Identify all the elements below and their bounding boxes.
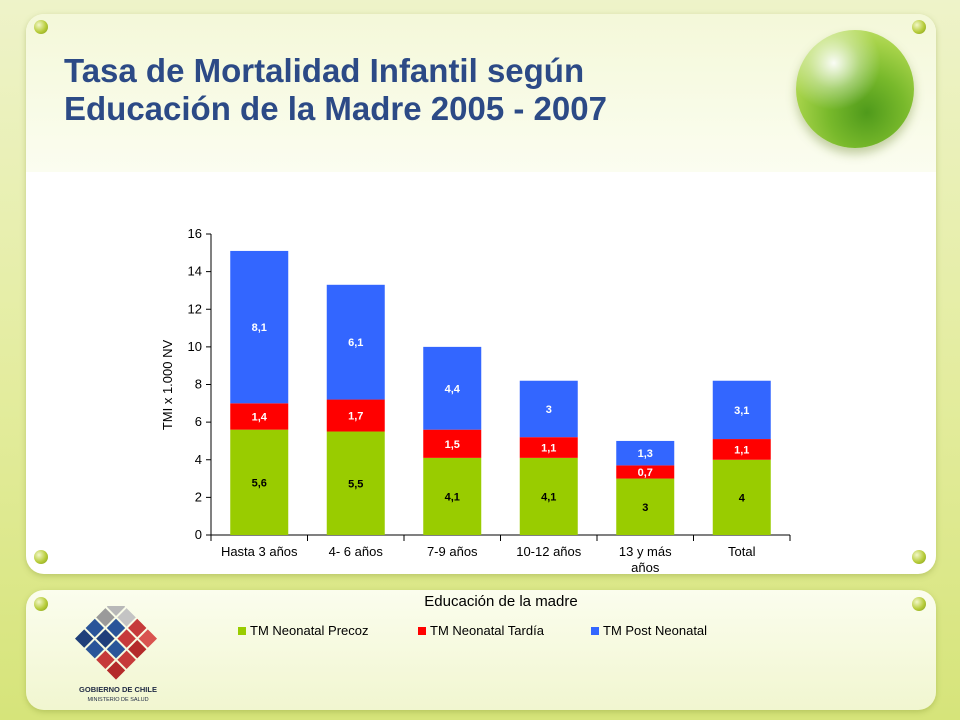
bar-segment — [326, 431, 385, 535]
legend-label: TM Neonatal Tardía — [430, 623, 545, 638]
corner-dot-icon — [912, 550, 926, 564]
bar-segment — [423, 429, 482, 458]
x-tick-label: Total — [728, 544, 756, 559]
bar-value-label: 4,1 — [541, 491, 556, 503]
bar-value-label: 3 — [642, 502, 648, 514]
bar-segment — [712, 459, 771, 535]
bar-value-label: 1,4 — [252, 411, 268, 423]
gobierno-de-chile-logo: GOBIERNO DE CHILE MINISTERIO DE SALUD — [74, 606, 158, 703]
y-tick-label: 6 — [195, 414, 202, 429]
x-tick-label: años — [631, 560, 660, 575]
legend: TM Neonatal Precoz TM Neonatal Tardía TM P… — [238, 623, 707, 638]
plot-area: 0 2 4 6 8 10 12 14 16 5,6 1,4 8,1 Hasta 3 años 5,5 1,7… — [188, 226, 791, 575]
corner-dot-icon — [912, 20, 926, 34]
y-axis-label: TMI x 1.000 NV — [160, 340, 175, 431]
logo-line2: MINISTERIO DE SALUD — [87, 697, 148, 703]
bar-segment — [423, 457, 482, 535]
corner-dot-icon — [34, 550, 48, 564]
slide-title-line2: Educación de la Madre 2005 - 2007 — [64, 90, 607, 127]
bar-value-label: 0,7 — [638, 467, 653, 479]
bar-value-label: 1,1 — [734, 444, 749, 456]
legend-swatch — [418, 627, 426, 635]
x-tick-label: 10-12 años — [516, 544, 582, 559]
y-tick-label: 4 — [195, 452, 202, 467]
bar-value-label: 1,5 — [445, 439, 460, 451]
title-band — [26, 14, 936, 172]
bar-segment — [230, 429, 289, 535]
bar-value-label: 1,7 — [348, 411, 363, 423]
y-tick-label: 0 — [195, 527, 202, 542]
y-tick-label: 12 — [188, 301, 202, 316]
bar-value-label: 3,1 — [734, 405, 749, 417]
y-tick-label: 8 — [195, 377, 202, 392]
bar-segment — [712, 439, 771, 460]
bar-segment — [519, 380, 578, 438]
bar-segment — [616, 465, 675, 479]
slide-title: Tasa de Mortalidad Infantil según Educac… — [64, 52, 784, 128]
bar-segment — [326, 399, 385, 432]
bar-segment — [519, 457, 578, 535]
bar-value-label: 6,1 — [348, 337, 363, 349]
corner-dot-icon — [34, 597, 48, 611]
x-tick-label: Hasta 3 años — [221, 544, 298, 559]
x-axis-label: Educación de la madre — [424, 593, 577, 610]
bar-segment — [712, 380, 771, 440]
x-tick-label: 13 y más — [619, 544, 672, 559]
y-tick-label: 10 — [188, 339, 202, 354]
bar-value-label: 4,1 — [445, 491, 460, 503]
slide-title-line1: Tasa de Mortalidad Infantil según — [64, 52, 585, 89]
y-tick-label: 14 — [188, 264, 202, 279]
bar-segment — [616, 478, 675, 535]
legend-label: TM Neonatal Precoz — [250, 623, 369, 638]
bar-value-label: 5,5 — [348, 478, 363, 490]
x-tick-label: 7-9 años — [427, 544, 478, 559]
bar-value-label: 8,1 — [252, 322, 267, 334]
bar-value-label: 1,1 — [541, 443, 556, 455]
bar-segment — [423, 346, 482, 430]
legend-swatch — [591, 627, 599, 635]
bar-segment — [230, 403, 289, 430]
footer-panel — [26, 590, 936, 710]
globe-icon — [796, 30, 914, 148]
logo-line1: GOBIERNO DE CHILE — [79, 685, 157, 694]
x-tick-label: 4- 6 años — [329, 544, 384, 559]
bar-value-label: 4,4 — [445, 383, 461, 395]
bar-segment — [230, 250, 289, 404]
corner-dot-icon — [34, 20, 48, 34]
y-tick-label: 2 — [195, 489, 202, 504]
bar-segment — [326, 284, 385, 400]
corner-dot-icon — [912, 597, 926, 611]
bar-value-label: 4 — [739, 492, 746, 504]
bar-value-label: 3 — [546, 404, 552, 416]
y-tick-label: 16 — [188, 226, 202, 241]
legend-swatch — [238, 627, 246, 635]
bar-value-label: 5,6 — [252, 477, 267, 489]
bar-segment — [519, 437, 578, 458]
legend-label: TM Post Neonatal — [603, 623, 707, 638]
bar-value-label: 1,3 — [638, 448, 653, 460]
bar-segment — [616, 440, 675, 466]
